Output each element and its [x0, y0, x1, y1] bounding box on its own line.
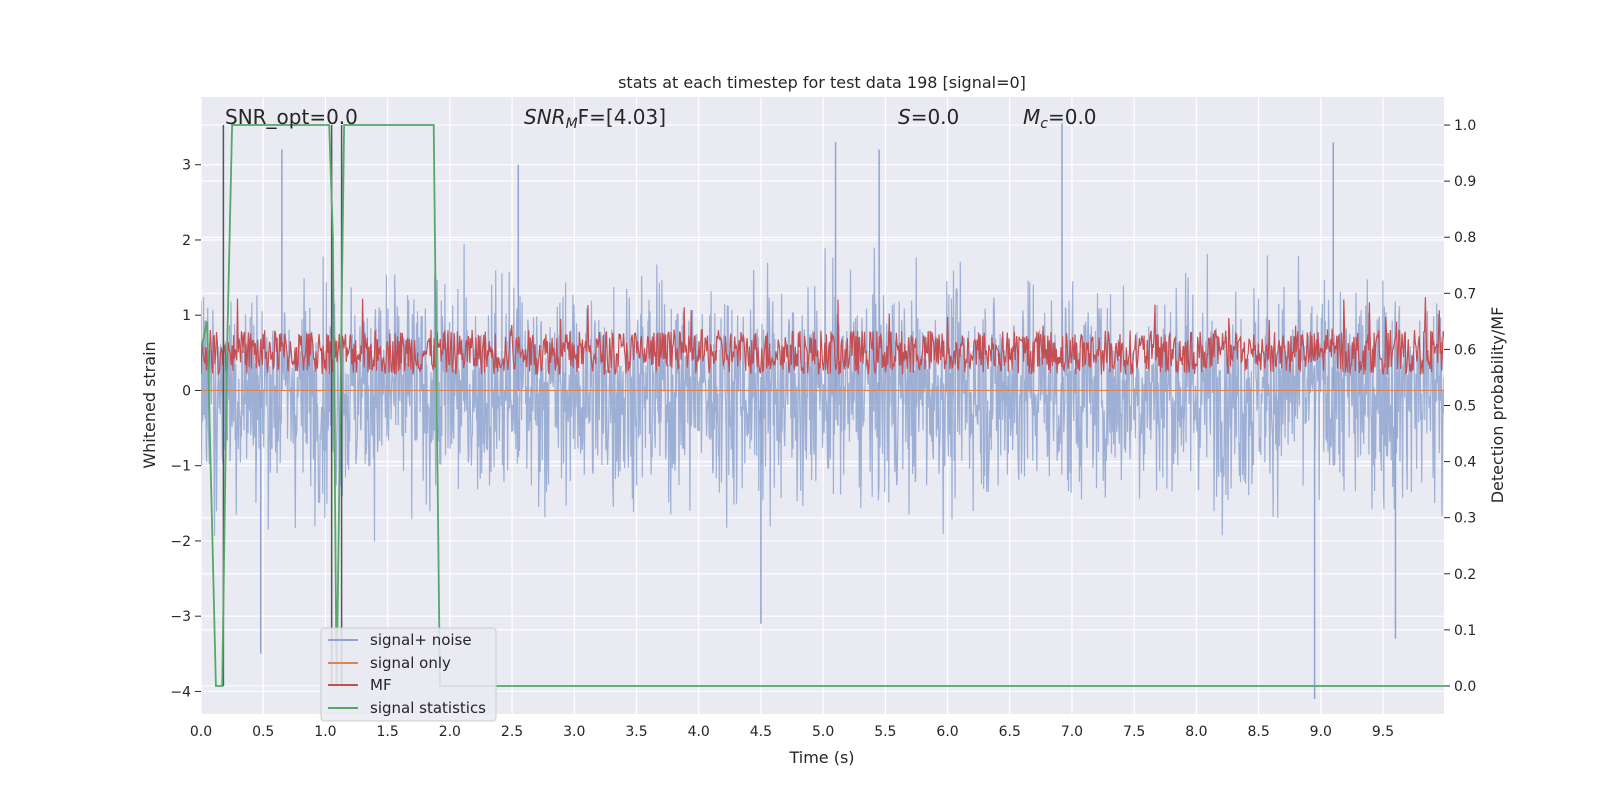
right-y-tick-label: 0.2 — [1454, 567, 1476, 583]
left-y-axis-label: Whitened strain — [140, 341, 159, 468]
series-layer — [201, 123, 1444, 699]
chart-title: stats at each timestep for test data 198… — [618, 73, 1026, 92]
annotation-s-value: =0.0 — [911, 105, 960, 129]
right-y-tick-label: 0.3 — [1454, 511, 1476, 527]
x-tick-label: 9.0 — [1310, 724, 1332, 740]
legend-label-signal-noise: signal+ noise — [370, 631, 472, 649]
x-tick-label: 4.5 — [750, 724, 772, 740]
x-tick-label: 4.0 — [688, 724, 710, 740]
legend-label-mf: MF — [370, 676, 392, 694]
annotation-snr-mf-main: SNR — [524, 105, 566, 129]
annotation-snr-mf-suffix: F=[4.03] — [578, 105, 666, 129]
annotation-snr-opt: SNR_opt=0.0 — [225, 105, 358, 129]
x-tick-label: 7.5 — [1123, 724, 1145, 740]
x-tick-label: 8.0 — [1185, 724, 1207, 740]
right-y-tick-label: 0.6 — [1454, 342, 1476, 358]
annotation-mc: Mc=0.0 — [1023, 105, 1097, 132]
x-axis-ticks: 0.0 0.5 1.0 1.5 2.0 2.5 3.0 3.5 4.0 4.5 5.0 5.5 6.0 6… — [190, 724, 1394, 740]
annotation-mc-sub: c — [1040, 116, 1048, 132]
x-tick-label: 5.5 — [874, 724, 896, 740]
x-tick-label: 1.0 — [314, 724, 336, 740]
x-tick-label: 3.0 — [563, 724, 585, 740]
series-signal-statistics-line — [201, 124, 1444, 687]
x-tick-label: 2.0 — [439, 724, 461, 740]
right-y-tick-label: 0.4 — [1454, 455, 1476, 471]
left-y-tick-label: −1 — [170, 459, 191, 475]
x-tick-label: 8.5 — [1247, 724, 1269, 740]
left-y-tick-label: −4 — [170, 684, 191, 700]
annotation-mc-main: M — [1023, 105, 1040, 129]
x-tick-label: 1.5 — [377, 724, 399, 740]
x-tick-label: 3.5 — [625, 724, 647, 740]
left-y-axis-ticks: 3 2 1 0 −1 −2 −3 −4 — [170, 158, 201, 700]
x-tick-label: 2.5 — [501, 724, 523, 740]
x-axis-label: Time (s) — [788, 748, 854, 767]
right-y-tick-label: 0.1 — [1454, 623, 1476, 639]
right-y-tick-label: 1.0 — [1454, 118, 1476, 134]
right-y-tick-label: 0.9 — [1454, 174, 1476, 190]
right-y-tick-label: 0.5 — [1454, 399, 1476, 415]
left-y-tick-label: −2 — [170, 534, 191, 550]
x-tick-label: 7.0 — [1061, 724, 1083, 740]
left-y-tick-label: 2 — [182, 233, 191, 249]
left-y-tick-label: −3 — [170, 609, 191, 625]
x-tick-label: 0.5 — [252, 724, 274, 740]
x-tick-label: 6.0 — [936, 724, 958, 740]
x-tick-label: 9.5 — [1372, 724, 1394, 740]
legend-box — [320, 627, 497, 722]
right-y-tick-label: 0.7 — [1454, 286, 1476, 302]
right-y-axis-ticks: 1.0 0.9 0.8 0.7 0.6 0.5 0.4 0.3 0.2 0.1 0.0 — [1444, 118, 1476, 695]
annotation-s: S=0.0 — [898, 105, 959, 129]
left-y-tick-label: 1 — [182, 308, 191, 324]
annotation-snr-mf-sub: M — [566, 116, 578, 132]
x-tick-label: 6.5 — [999, 724, 1021, 740]
legend-label-signal-statistics: signal statistics — [370, 699, 486, 717]
right-y-tick-label: 0.0 — [1454, 679, 1476, 695]
left-y-tick-label: 0 — [182, 383, 191, 399]
annotation-s-main: S — [898, 105, 911, 129]
left-y-tick-label: 3 — [182, 158, 191, 174]
x-tick-label: 0.0 — [190, 724, 212, 740]
annotation-snr-mf: SNRMF=[4.03] — [524, 105, 666, 132]
annotation-mc-value: =0.0 — [1048, 105, 1097, 129]
legend-label-signal-only: signal only — [370, 654, 451, 672]
x-tick-label: 5.0 — [812, 724, 834, 740]
legend: signal+ noise signal only MF signal stat… — [320, 627, 497, 722]
right-y-tick-label: 0.8 — [1454, 230, 1476, 246]
series-mf-line — [201, 297, 1444, 376]
right-y-axis-label: Detection probability/MF — [1488, 307, 1507, 504]
series-signal-noise-line — [201, 243, 1444, 542]
